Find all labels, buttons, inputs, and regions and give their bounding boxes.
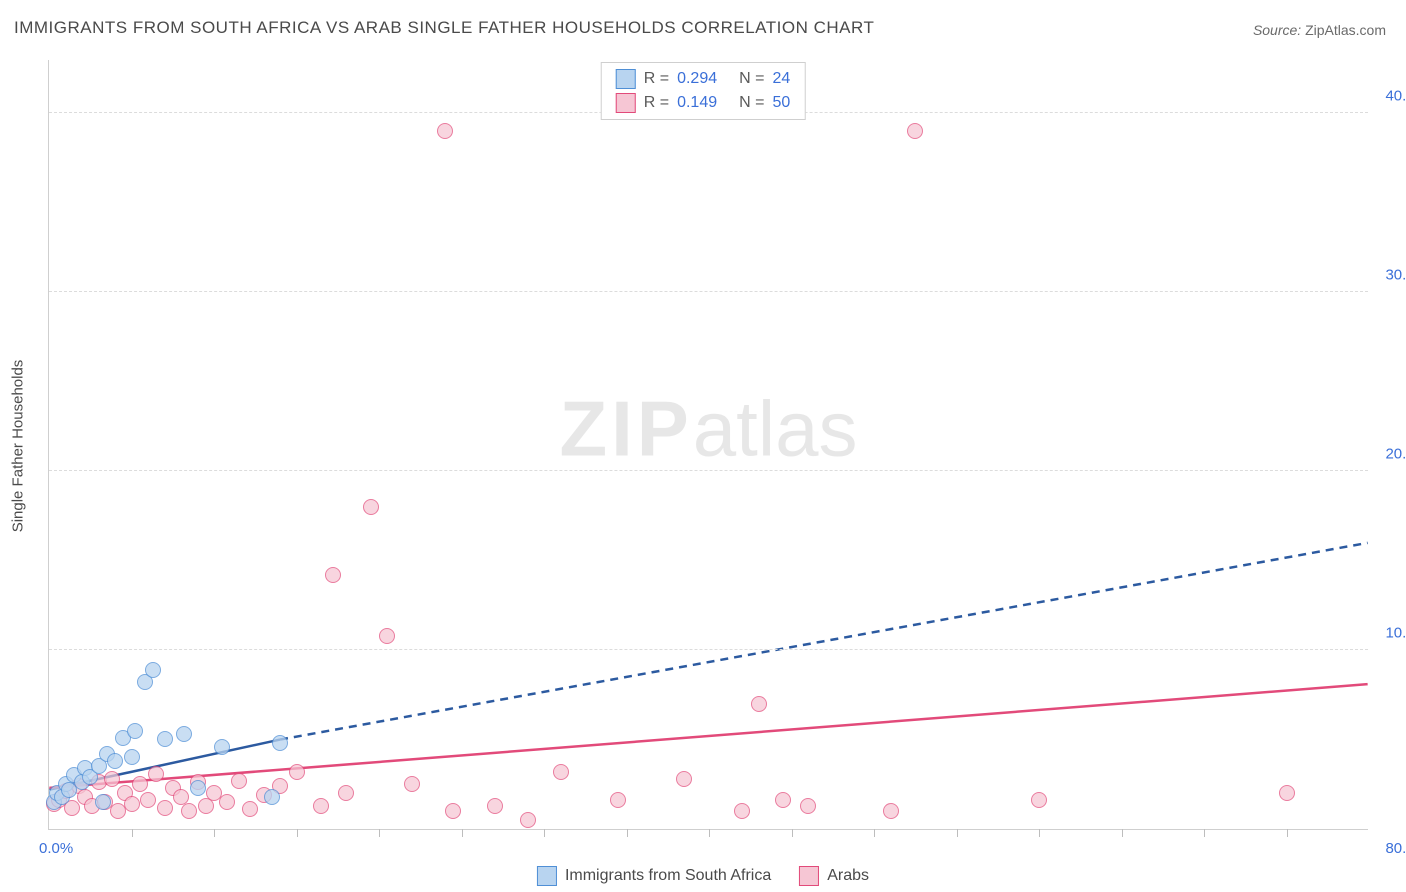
x-tick xyxy=(297,829,298,837)
legend-label-blue: Immigrants from South Africa xyxy=(565,867,771,885)
blue-point xyxy=(124,749,140,765)
source-attribution: Source: ZipAtlas.com xyxy=(1253,22,1386,38)
blue-point xyxy=(127,723,143,739)
r-label: R = xyxy=(644,70,669,88)
pink-point xyxy=(219,794,235,810)
pink-point xyxy=(181,803,197,819)
gridline xyxy=(49,291,1368,292)
trend-line xyxy=(280,543,1368,740)
pink-point xyxy=(883,803,899,819)
pink-point xyxy=(157,800,173,816)
pink-point xyxy=(124,796,140,812)
x-tick xyxy=(709,829,710,837)
blue-point xyxy=(190,780,206,796)
pink-point xyxy=(140,792,156,808)
n-value-blue: 24 xyxy=(772,70,790,88)
gridline xyxy=(49,470,1368,471)
pink-point xyxy=(148,766,164,782)
x-tick xyxy=(1204,829,1205,837)
x-tick xyxy=(132,829,133,837)
legend-item-blue: Immigrants from South Africa xyxy=(537,866,771,886)
blue-point xyxy=(157,731,173,747)
swatch-blue xyxy=(537,866,557,886)
trend-line xyxy=(49,684,1367,788)
gridline xyxy=(49,649,1368,650)
legend-row-blue: R = 0.294 N = 24 xyxy=(612,67,795,91)
blue-point xyxy=(264,789,280,805)
blue-point xyxy=(145,662,161,678)
r-label: R = xyxy=(644,94,669,112)
legend-label-pink: Arabs xyxy=(827,867,869,885)
x-tick xyxy=(544,829,545,837)
pink-point xyxy=(907,123,923,139)
watermark-atlas: atlas xyxy=(693,385,858,473)
blue-point xyxy=(272,735,288,751)
pink-point xyxy=(520,812,536,828)
y-tick-label: 10.0% xyxy=(1385,624,1406,641)
pink-point xyxy=(553,764,569,780)
pink-point xyxy=(1031,792,1047,808)
x-tick xyxy=(1039,829,1040,837)
x-axis-min-label: 0.0% xyxy=(39,840,73,857)
blue-point xyxy=(95,794,111,810)
pink-point xyxy=(775,792,791,808)
y-tick-label: 30.0% xyxy=(1385,266,1406,283)
n-label: N = xyxy=(739,94,764,112)
legend-item-pink: Arabs xyxy=(799,866,869,886)
watermark: ZIPatlas xyxy=(559,384,857,475)
pink-point xyxy=(734,803,750,819)
trend-lines-layer xyxy=(49,60,1368,829)
x-tick xyxy=(627,829,628,837)
pink-point xyxy=(289,764,305,780)
scatter-plot-area: ZIPatlas 0.0% 80.0% 10.0%20.0%30.0%40.0% xyxy=(48,60,1368,830)
y-axis-title: Single Father Households xyxy=(10,360,27,533)
chart-title: IMMIGRANTS FROM SOUTH AFRICA VS ARAB SIN… xyxy=(14,18,874,38)
pink-point xyxy=(242,801,258,817)
y-tick-label: 40.0% xyxy=(1385,87,1406,104)
blue-point xyxy=(107,753,123,769)
series-legend: Immigrants from South Africa Arabs xyxy=(537,866,869,886)
blue-point xyxy=(176,726,192,742)
swatch-pink xyxy=(799,866,819,886)
source-label: Source: xyxy=(1253,22,1301,38)
pink-point xyxy=(445,803,461,819)
pink-point xyxy=(676,771,692,787)
pink-point xyxy=(363,499,379,515)
source-value: ZipAtlas.com xyxy=(1305,22,1386,38)
x-tick xyxy=(1287,829,1288,837)
n-value-pink: 50 xyxy=(772,94,790,112)
pink-point xyxy=(132,776,148,792)
x-tick xyxy=(462,829,463,837)
x-tick xyxy=(214,829,215,837)
pink-point xyxy=(379,628,395,644)
x-tick xyxy=(792,829,793,837)
pink-point xyxy=(1279,785,1295,801)
pink-point xyxy=(338,785,354,801)
x-tick xyxy=(379,829,380,837)
pink-point xyxy=(487,798,503,814)
pink-point xyxy=(437,123,453,139)
pink-point xyxy=(800,798,816,814)
r-value-blue: 0.294 xyxy=(677,70,717,88)
watermark-zip: ZIP xyxy=(559,385,692,473)
x-tick xyxy=(874,829,875,837)
pink-point xyxy=(404,776,420,792)
blue-point xyxy=(214,739,230,755)
x-tick xyxy=(957,829,958,837)
pink-point xyxy=(104,771,120,787)
pink-point xyxy=(610,792,626,808)
pink-point xyxy=(231,773,247,789)
x-axis-max-label: 80.0% xyxy=(1385,840,1406,857)
y-tick-label: 20.0% xyxy=(1385,445,1406,462)
pink-point xyxy=(325,567,341,583)
r-value-pink: 0.149 xyxy=(677,94,717,112)
n-label: N = xyxy=(739,70,764,88)
swatch-pink xyxy=(616,93,636,113)
x-tick xyxy=(1122,829,1123,837)
legend-row-pink: R = 0.149 N = 50 xyxy=(612,91,795,115)
pink-point xyxy=(751,696,767,712)
swatch-blue xyxy=(616,69,636,89)
correlation-legend: R = 0.294 N = 24 R = 0.149 N = 50 xyxy=(601,62,806,120)
pink-point xyxy=(313,798,329,814)
